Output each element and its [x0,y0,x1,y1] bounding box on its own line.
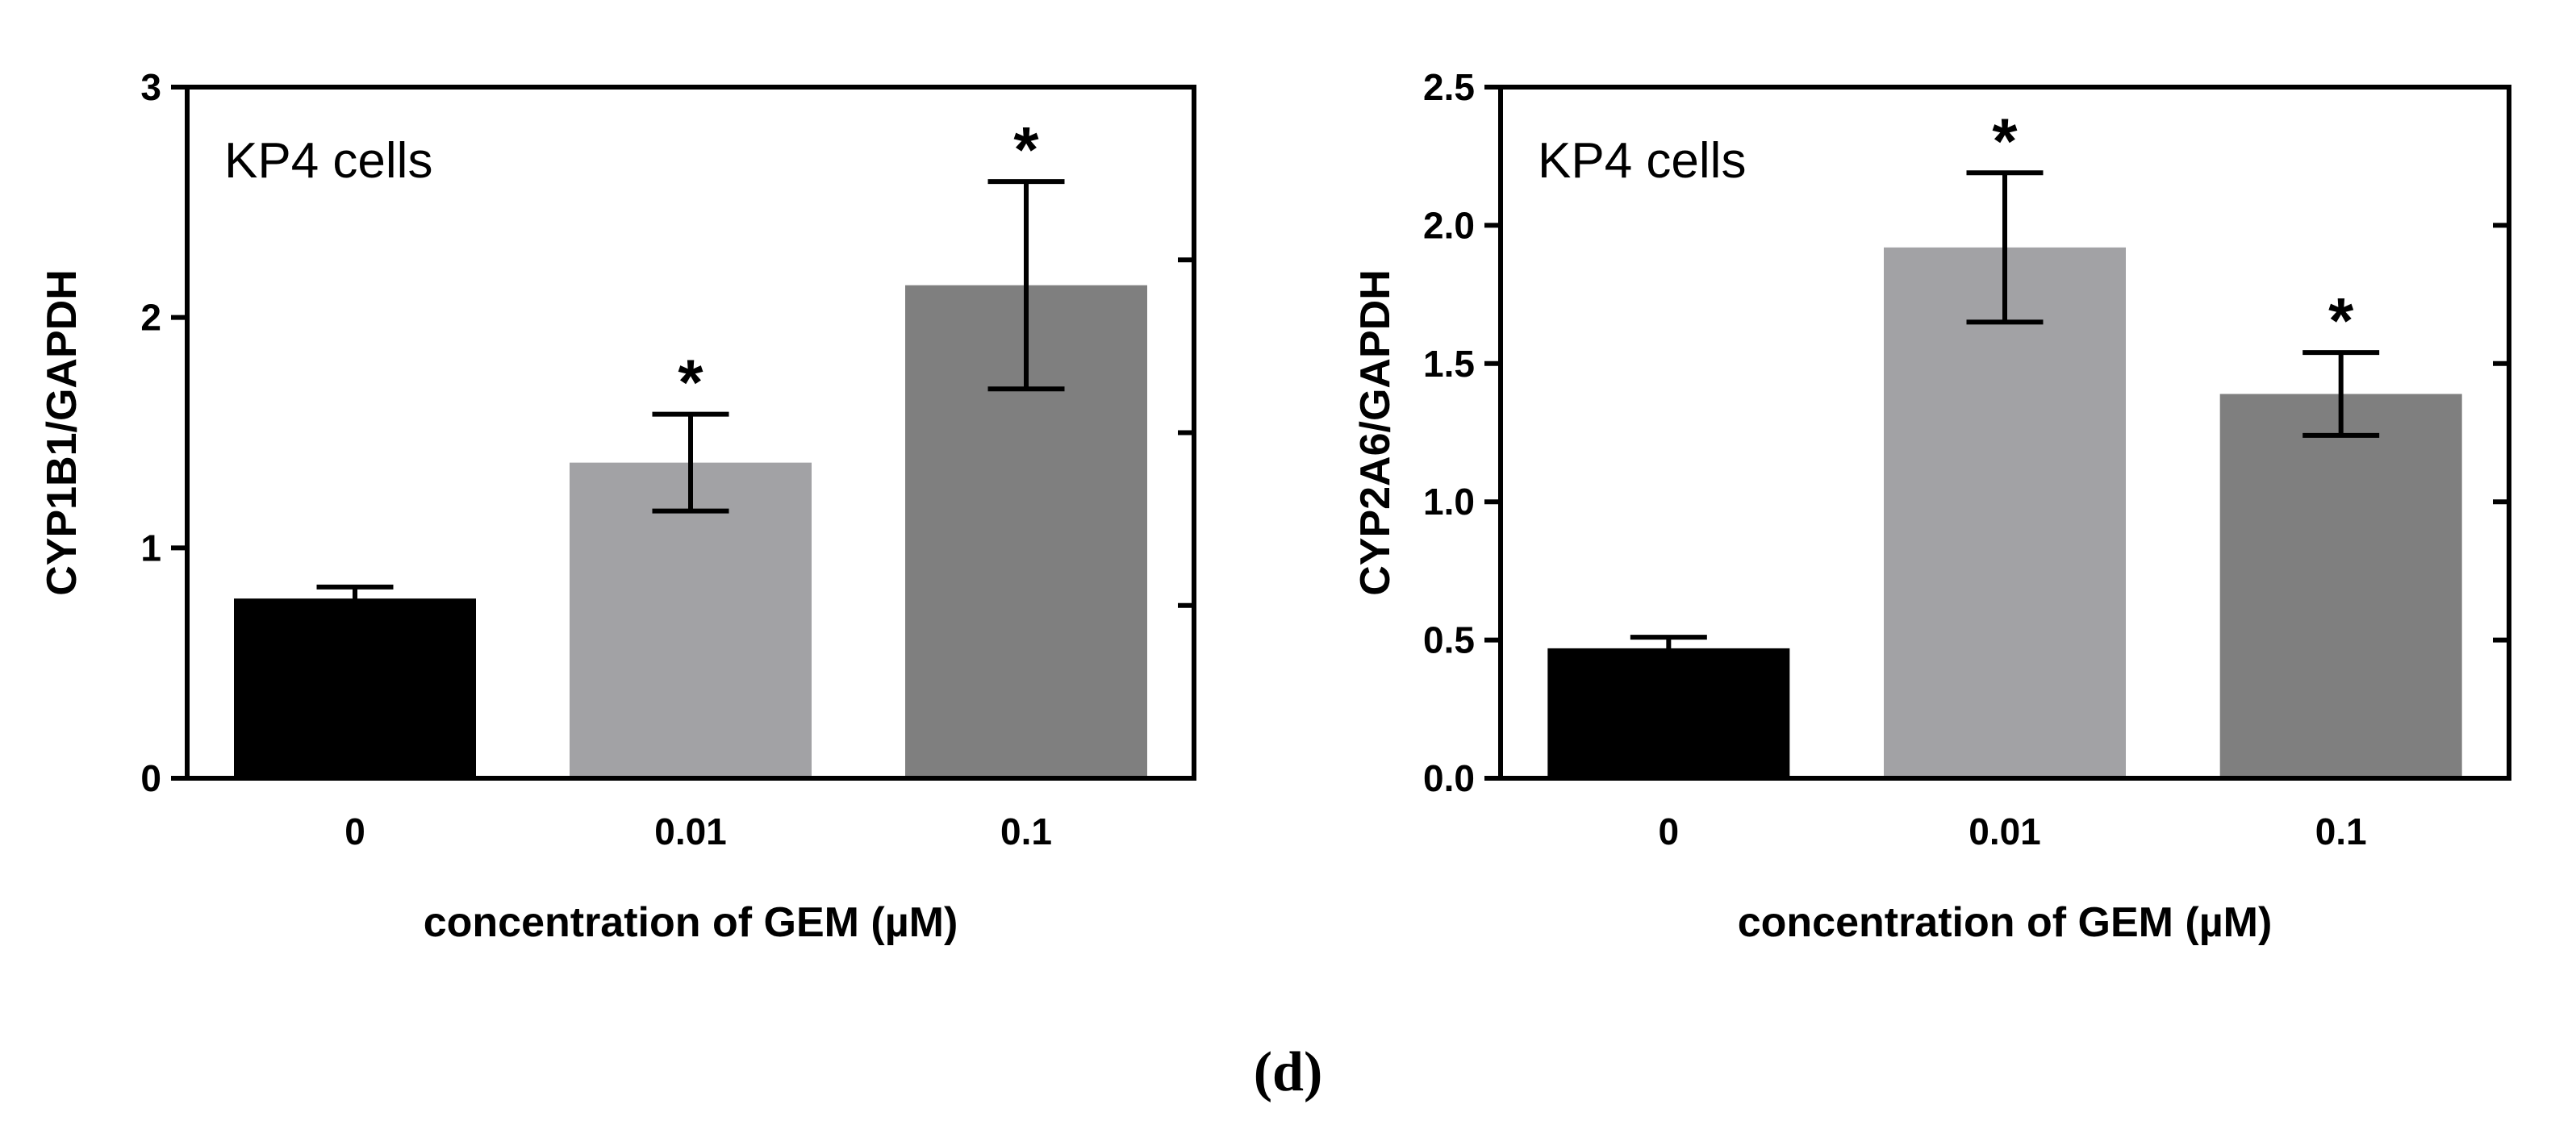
panel1-bar-1 [570,462,812,778]
panel1-significance-star-1: * [678,347,703,419]
panel1-significance-star-2: * [1013,114,1039,185]
panel1-y-tick-label-1: 1 [140,527,161,569]
panel2-y-tick-label-3: 1.5 [1423,343,1475,385]
panel1-y-axis-label: CYP1B1/GAPDH [39,269,86,596]
panel1-y-tick-label-3: 3 [140,66,161,108]
panel2-y-tick-label-1: 0.5 [1423,619,1475,661]
panel2-x-tick-label-1: 0.01 [1969,811,2041,852]
figure-label-text: (d) [1253,1041,1323,1103]
panel1-x-tick-label-0: 0 [344,811,365,852]
panel1-y-tick-label-0: 0 [140,757,161,799]
panel2-significance-star-2: * [2328,285,2354,356]
panel2-x-tick-label-2: 0.1 [2315,811,2367,852]
panel2-y-tick-label-0: 0.0 [1423,757,1475,799]
panel1-y-tick-label-2: 2 [140,297,161,339]
panel2-y-axis-label: CYP2A6/GAPDH [1352,269,1399,596]
panel2-y-tick-label-2: 1.0 [1423,481,1475,523]
panel2-bar-2 [2219,394,2462,778]
panel1-annotation: KP4 cells [224,133,432,189]
panel2-y-tick-label-4: 2.0 [1423,204,1475,246]
panel2-y-tick-label-5: 2.5 [1423,66,1475,108]
panel1-x-axis-label: concentration of GEM (µM) [424,899,958,946]
panel2-bar-1 [1884,247,2126,779]
panel2-significance-star-1: * [1992,105,2018,177]
figure-label: (d) [0,1040,2576,1105]
panel1-bar-0 [234,598,476,778]
panel2-x-axis-label: concentration of GEM (µM) [1738,899,2273,946]
panel2-bar-0 [1547,648,1790,778]
panel1-x-tick-label-1: 0.01 [654,811,727,852]
panel1-x-tick-label-2: 0.1 [1000,811,1052,852]
panel2-annotation: KP4 cells [1538,133,1746,189]
panel2-x-tick-label-0: 0 [1659,811,1680,852]
